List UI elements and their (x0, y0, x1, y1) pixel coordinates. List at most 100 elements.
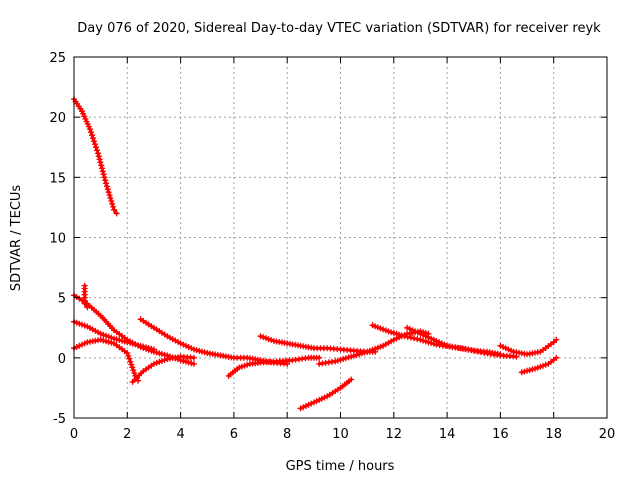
data-point (244, 361, 251, 368)
data-point (190, 346, 197, 353)
data-point (238, 363, 245, 370)
data-point (193, 347, 200, 354)
data-point (105, 189, 112, 196)
data-point (358, 350, 365, 357)
data-point (185, 344, 192, 350)
data-point (102, 177, 109, 184)
data-point (412, 328, 419, 335)
data-point (131, 370, 138, 376)
data-point (97, 159, 104, 166)
data-point (107, 195, 114, 202)
data-point (177, 340, 184, 347)
x-tick-label: 2 (123, 427, 131, 442)
data-point (126, 355, 133, 362)
data-point (425, 334, 432, 341)
x-tick-label: 12 (386, 427, 403, 442)
data-point (161, 351, 168, 358)
data-point (158, 351, 165, 357)
data-point (382, 327, 389, 334)
data-point (348, 376, 355, 383)
data-point (265, 336, 272, 343)
data-point (125, 352, 132, 359)
series-line (72, 338, 140, 383)
series-arc-10 (297, 376, 355, 412)
data-point (374, 324, 381, 331)
y-axis-label: SDTVAR / TECUs (9, 185, 24, 292)
data-point (76, 342, 83, 349)
data-point (116, 337, 123, 343)
data-point (129, 340, 136, 347)
data-point (161, 357, 168, 363)
data-point (257, 333, 264, 340)
data-point (100, 171, 107, 178)
data-point (300, 404, 307, 411)
data-point (110, 203, 117, 210)
y-tick-label: 5 (58, 292, 66, 307)
data-point (345, 354, 352, 361)
data-point (532, 365, 538, 372)
data-point (337, 356, 344, 363)
data-point (361, 349, 368, 356)
data-point (106, 192, 113, 199)
x-tick-label: 20 (599, 427, 616, 442)
data-point (108, 334, 115, 341)
y-tick-label: -5 (53, 412, 66, 427)
x-axis-label: GPS time / hours (286, 459, 395, 474)
data-point (94, 147, 100, 154)
data-point (342, 355, 349, 362)
y-tick-label: 25 (49, 51, 66, 66)
data-point (113, 210, 120, 217)
series-arc-7 (137, 316, 291, 367)
data-point (88, 129, 94, 136)
data-point (497, 342, 504, 349)
x-tick-label: 10 (332, 427, 349, 442)
data-point (436, 339, 443, 346)
data-point (95, 150, 101, 157)
data-point (98, 162, 105, 169)
data-point (198, 348, 205, 355)
data-point (124, 350, 131, 356)
data-point (101, 174, 108, 181)
data-point (420, 332, 427, 338)
series-arc-8 (225, 354, 323, 379)
data-point (103, 180, 109, 187)
data-point (87, 126, 93, 133)
data-point (420, 337, 427, 344)
data-point (398, 332, 405, 339)
data-point (268, 337, 275, 343)
data-point (158, 358, 165, 364)
data-point (321, 394, 328, 401)
data-point (153, 349, 160, 356)
ticks: 0 2 4 6 8 10 12 14 16 18 20 -5 0 5 10 15 20 25 (49, 51, 615, 442)
data-point (521, 368, 528, 375)
data-point (297, 405, 304, 412)
data-point (137, 342, 144, 349)
data-point (127, 358, 134, 365)
y-tick-label: 0 (58, 352, 66, 367)
data-point (145, 345, 152, 351)
data-point (91, 138, 97, 145)
y-tick-label: 10 (49, 232, 66, 247)
data-point (100, 337, 107, 344)
chart-title: Day 076 of 2020, Sidereal Day-to-day VTE… (77, 21, 601, 36)
data-point (553, 336, 560, 343)
data-point (108, 198, 115, 204)
data-point (130, 367, 137, 374)
data-point (113, 336, 120, 343)
data-point (497, 351, 504, 358)
data-point (526, 367, 533, 374)
data-point (414, 336, 421, 343)
data-point (366, 347, 373, 354)
data-point (534, 364, 541, 371)
data-point (99, 168, 106, 175)
series-arc-6 (129, 353, 197, 385)
data-point (433, 338, 440, 344)
x-tick-label: 14 (439, 427, 456, 442)
data-point (441, 341, 448, 348)
data-point (182, 358, 189, 365)
data-point (103, 183, 110, 190)
data-point (353, 352, 360, 358)
data-point (334, 357, 341, 364)
data-point (99, 165, 105, 172)
